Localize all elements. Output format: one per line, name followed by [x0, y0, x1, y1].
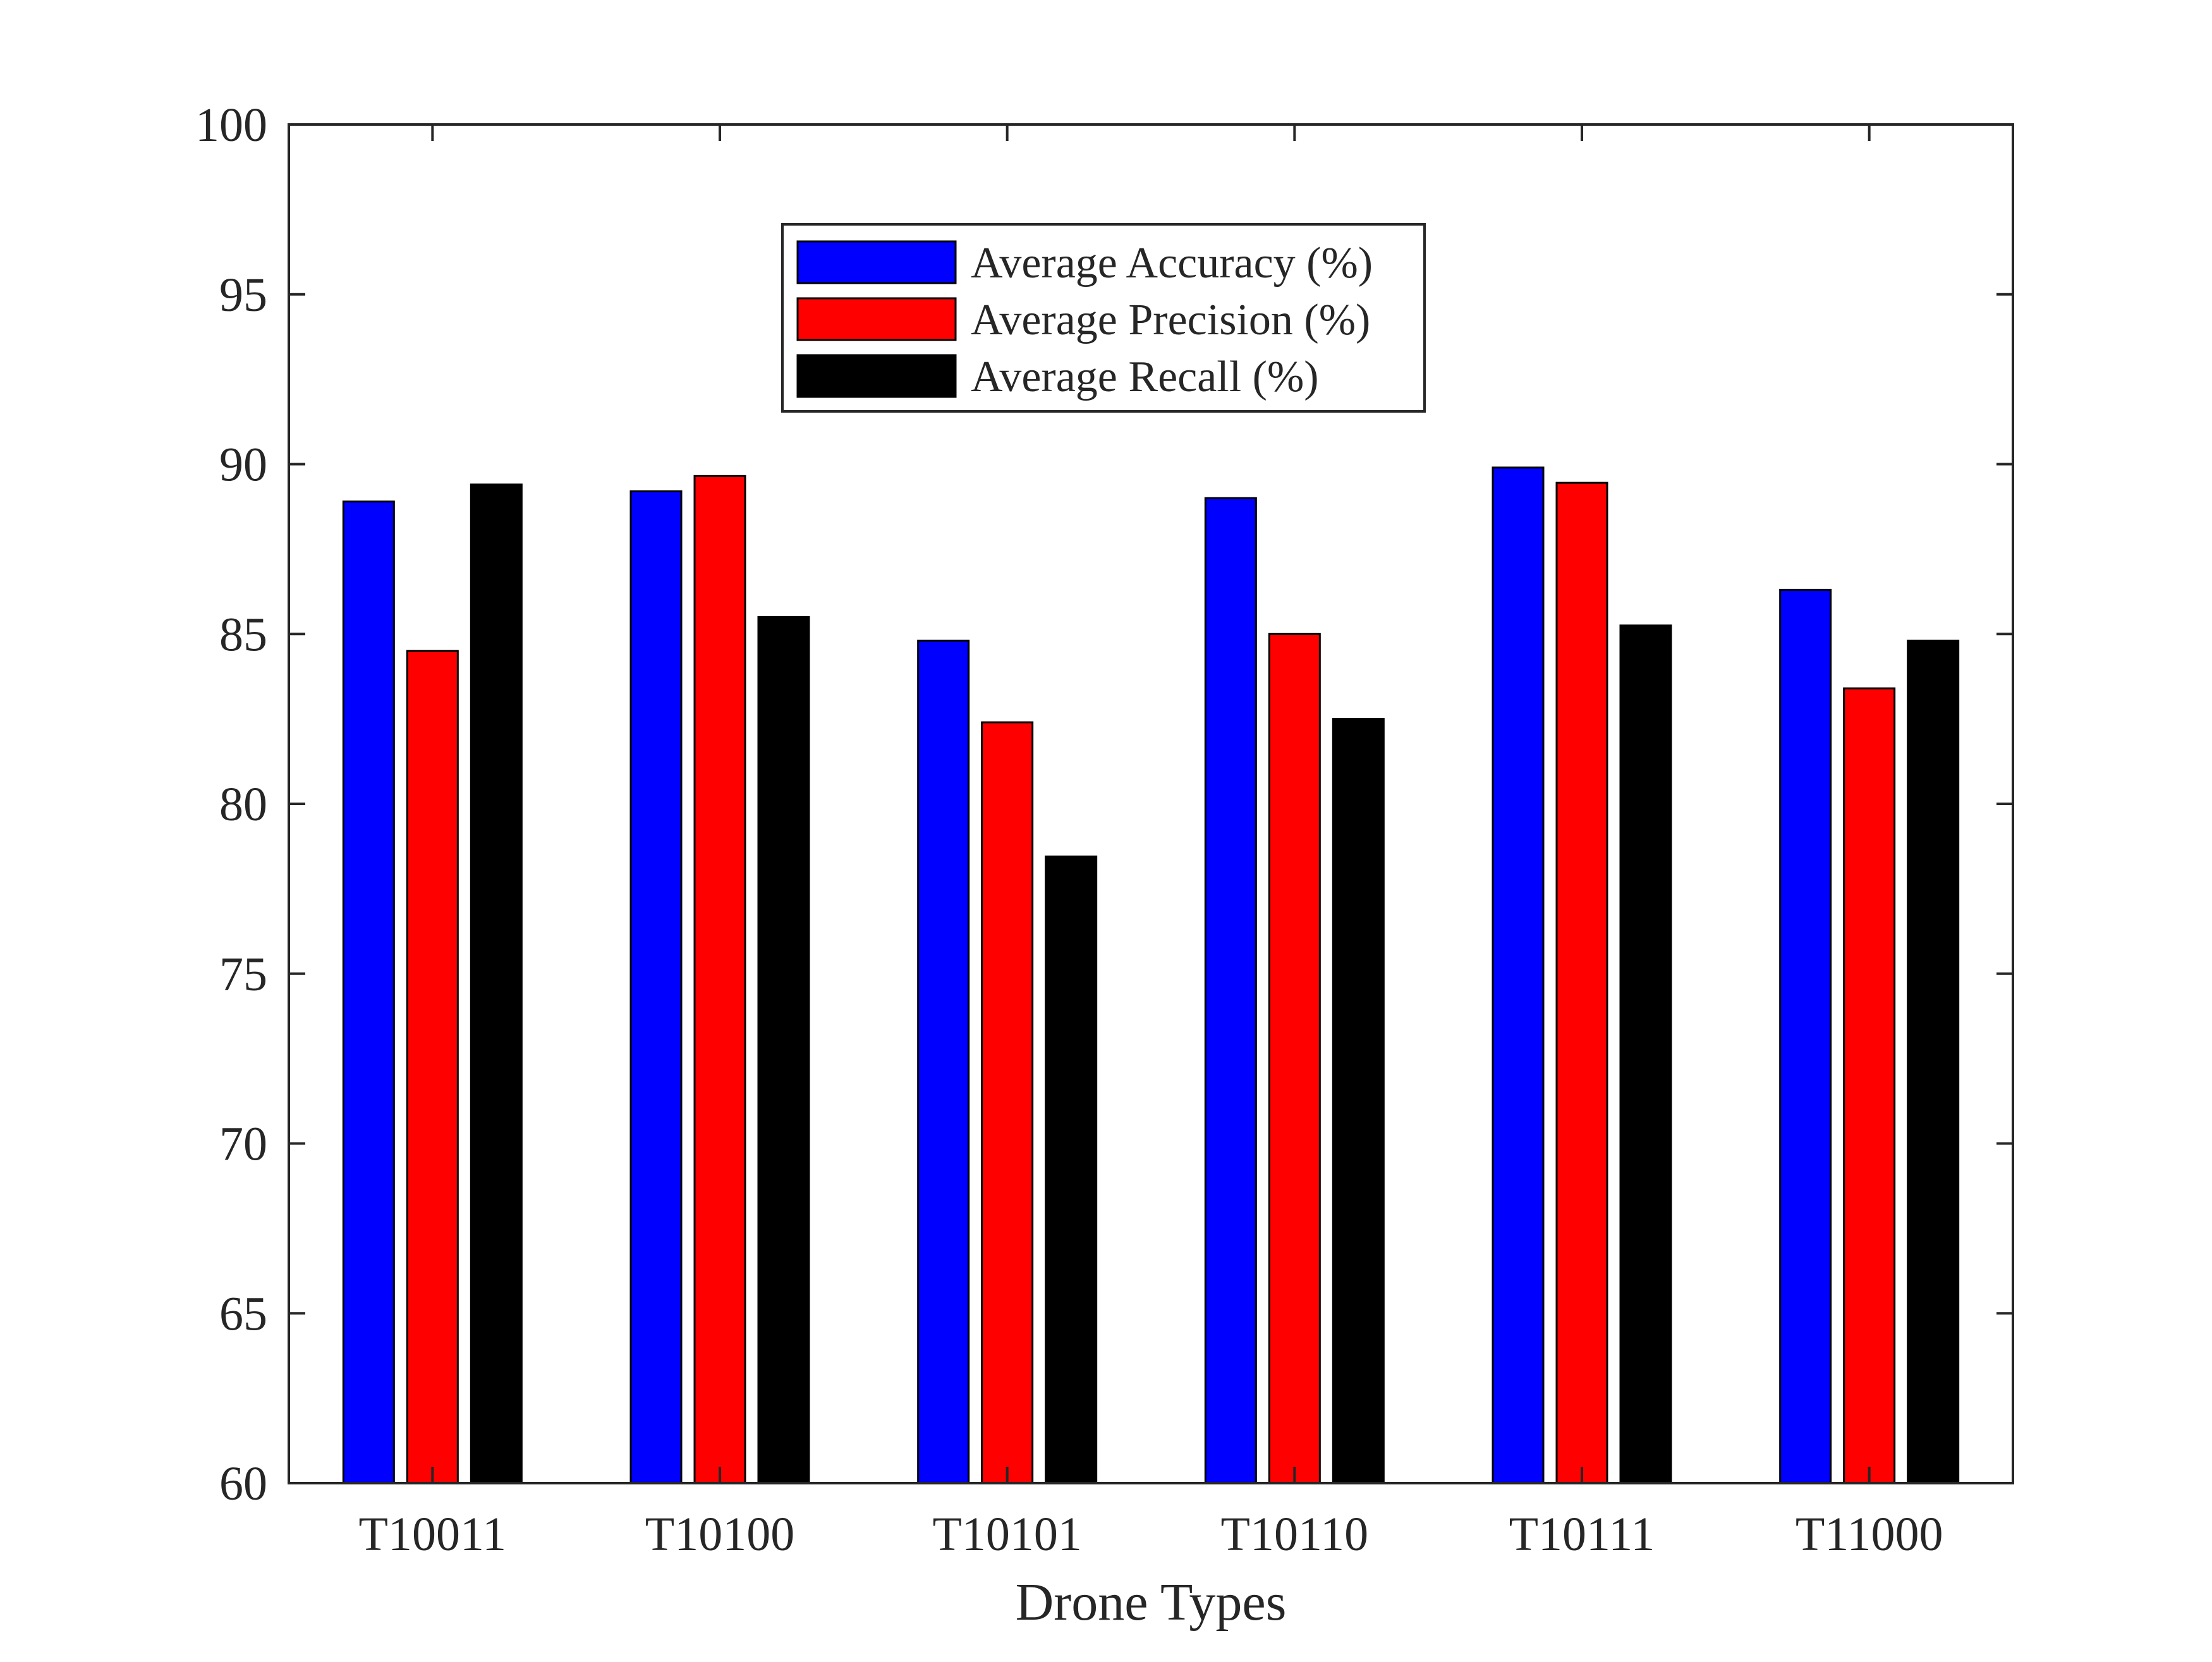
x-tick-labels: T10011 T10100 T10101 T10110 T10111 T11000 [359, 1508, 1943, 1561]
bar-T11000-average-recall [1907, 640, 1960, 1484]
bar-T10011-average-accuracy [342, 500, 395, 1484]
y-tick-label: 90 [219, 439, 267, 492]
y-tick-labels: 60 65 70 75 80 85 90 95 100 [195, 99, 267, 1510]
bar-T11000-average-precision [1843, 687, 1896, 1484]
x-tick-label: T10100 [645, 1508, 794, 1561]
y-tick-label: 95 [219, 269, 267, 322]
bar-T10110-average-accuracy [1204, 497, 1257, 1484]
x-tick-label: T10111 [1509, 1508, 1655, 1561]
legend-label: Average Recall (%) [971, 353, 1319, 401]
x-tick-label: T10110 [1221, 1508, 1369, 1561]
bar-T10110-average-recall [1332, 718, 1385, 1484]
bar-T10101-average-precision [981, 721, 1034, 1484]
y-tick-label: 75 [219, 948, 267, 1001]
y-tick-label: 80 [219, 778, 267, 831]
x-axis-title: Drone Types [1016, 1573, 1287, 1632]
bar-T10011-average-precision [406, 650, 459, 1484]
y-tick-label: 70 [219, 1118, 267, 1171]
bar-T10100-average-accuracy [629, 490, 683, 1484]
bar-T10100-average-precision [693, 475, 746, 1484]
legend-label: Average Accuracy (%) [971, 239, 1373, 288]
ticks-layer [289, 123, 2013, 1484]
x-tick-label: T10101 [932, 1508, 1081, 1561]
legend-swatch [796, 240, 957, 284]
bar-T10101-average-accuracy [917, 640, 970, 1484]
bar-T10101-average-recall [1045, 855, 1098, 1484]
bar-T10110-average-precision [1268, 633, 1321, 1484]
bar-T10100-average-recall [757, 616, 810, 1484]
bar-T10111-average-accuracy [1492, 466, 1545, 1484]
bar-T10111-average-recall [1619, 624, 1672, 1484]
bars-layer [342, 466, 1960, 1484]
y-tick-label: 85 [219, 608, 267, 661]
bar-T10011-average-recall [470, 483, 523, 1484]
x-tick-label: T10011 [359, 1508, 507, 1561]
y-tick-label: 60 [219, 1457, 267, 1510]
legend-swatch [796, 297, 957, 341]
legend-entries: Average Accuracy (%) Average Precision (%… [796, 239, 1373, 401]
y-tick-label: 65 [219, 1287, 267, 1340]
x-tick-label: T11000 [1796, 1508, 1943, 1561]
y-tick-label: 100 [195, 99, 267, 152]
legend-swatch [796, 354, 957, 398]
bar-T10111-average-precision [1555, 482, 1608, 1484]
bar-T11000-average-accuracy [1779, 588, 1832, 1484]
legend-label: Average Precision (%) [971, 296, 1370, 344]
legend: Average Accuracy (%) Average Precision (%… [781, 223, 1426, 413]
